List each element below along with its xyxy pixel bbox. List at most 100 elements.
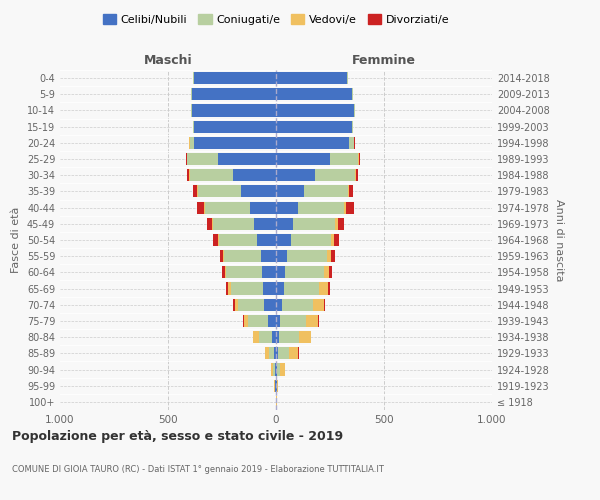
Bar (318, 315, 319, 327)
Bar (276, 380, 277, 392)
Bar (277, 364, 280, 376)
Bar (194, 72, 276, 84)
Bar (304, 186, 349, 198)
Bar (299, 331, 311, 343)
Bar (275, 364, 276, 376)
Bar (306, 315, 318, 327)
Bar (264, 298, 276, 311)
Bar (233, 298, 235, 311)
Text: COMUNE DI GIOIA TAURO (RC) - Dati ISTAT 1° gennaio 2019 - Elaborazione TUTTITALI: COMUNE DI GIOIA TAURO (RC) - Dati ISTAT … (12, 465, 384, 474)
Bar (276, 72, 347, 84)
Bar (349, 186, 353, 198)
Bar (224, 266, 226, 278)
Bar (205, 202, 250, 213)
Bar (228, 282, 230, 294)
Bar (347, 72, 349, 84)
Bar (338, 218, 344, 230)
Bar (276, 364, 277, 376)
Bar (352, 120, 353, 132)
Bar (275, 380, 276, 392)
Bar (323, 298, 325, 311)
Bar (271, 364, 273, 376)
Bar (193, 120, 194, 132)
Bar (276, 298, 283, 311)
Bar (268, 315, 276, 327)
Bar (226, 282, 228, 294)
Bar (190, 169, 233, 181)
Bar (279, 331, 299, 343)
Bar (358, 153, 359, 165)
Bar (276, 266, 284, 278)
Bar (238, 298, 264, 311)
Bar (230, 282, 263, 294)
Bar (328, 282, 329, 294)
Bar (220, 250, 223, 262)
Bar (356, 169, 358, 181)
Bar (315, 169, 355, 181)
Bar (192, 104, 276, 117)
Bar (218, 153, 276, 165)
Bar (283, 298, 313, 311)
Bar (331, 234, 334, 246)
Bar (276, 104, 354, 117)
Bar (276, 169, 315, 181)
Bar (186, 153, 187, 165)
Bar (253, 331, 259, 343)
Bar (223, 266, 224, 278)
Bar (276, 120, 352, 132)
Bar (355, 169, 356, 181)
Bar (276, 331, 279, 343)
Bar (223, 250, 224, 262)
Bar (276, 202, 298, 213)
Bar (276, 218, 293, 230)
Bar (276, 348, 278, 360)
Bar (277, 380, 278, 392)
Bar (194, 120, 276, 132)
Bar (207, 218, 212, 230)
Bar (276, 137, 349, 149)
Bar (187, 153, 218, 165)
Bar (254, 218, 276, 230)
Bar (276, 250, 287, 262)
Bar (187, 169, 189, 181)
Bar (226, 266, 262, 278)
Bar (197, 186, 198, 198)
Bar (284, 266, 323, 278)
Bar (193, 72, 194, 84)
Bar (291, 234, 331, 246)
Bar (334, 234, 339, 246)
Bar (198, 186, 241, 198)
Bar (276, 88, 352, 101)
Bar (242, 315, 244, 327)
Bar (274, 348, 276, 360)
Bar (191, 104, 192, 117)
Bar (276, 186, 304, 198)
Bar (280, 364, 284, 376)
Bar (287, 250, 327, 262)
Bar (193, 186, 197, 198)
Bar (235, 298, 238, 311)
Bar (293, 218, 335, 230)
Text: Popolazione per età, sesso e stato civile - 2019: Popolazione per età, sesso e stato civil… (12, 430, 343, 443)
Bar (319, 282, 328, 294)
Bar (359, 153, 360, 165)
Bar (323, 266, 329, 278)
Bar (259, 331, 272, 343)
Bar (203, 202, 205, 213)
Bar (327, 250, 331, 262)
Bar (276, 234, 291, 246)
Bar (298, 202, 344, 213)
Bar (289, 348, 298, 360)
Bar (354, 104, 355, 117)
Bar (214, 218, 254, 230)
Bar (273, 364, 275, 376)
Bar (191, 88, 192, 101)
Bar (280, 315, 306, 327)
Bar (265, 348, 269, 360)
Bar (352, 88, 353, 101)
Text: Femmine: Femmine (352, 54, 416, 67)
Bar (276, 315, 280, 327)
Bar (257, 234, 276, 246)
Bar (349, 137, 354, 149)
Bar (313, 298, 323, 311)
